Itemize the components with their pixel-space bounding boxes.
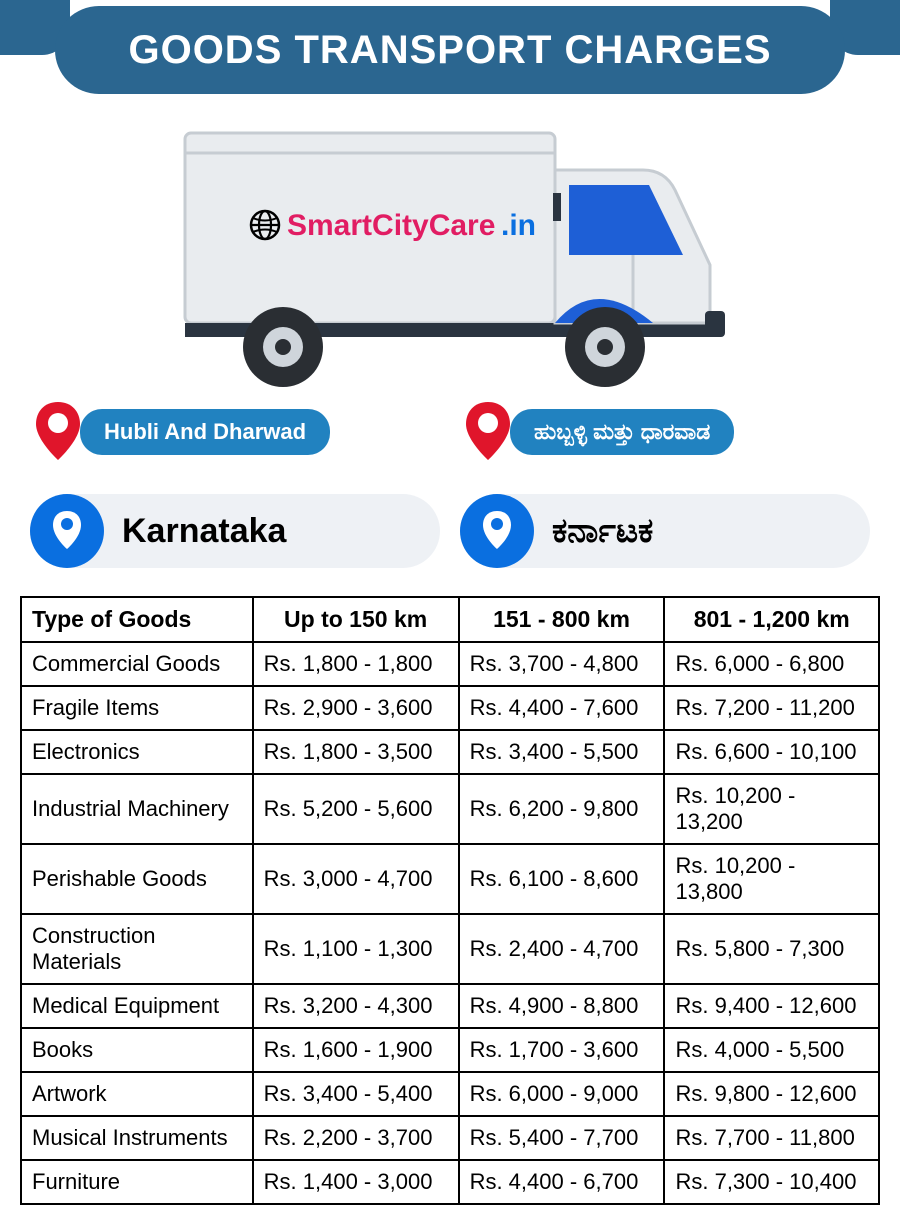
pricing-table: Type of Goods Up to 150 km 151 - 800 km … bbox=[20, 596, 880, 1205]
map-pin-icon bbox=[480, 509, 514, 553]
city-kn-chip: ಹುಬ್ಬಳ್ಳಿ ಮತ್ತು ಧಾರವಾಡ bbox=[460, 398, 870, 466]
state-kn-label: ಕರ್ನಾಟಕ bbox=[552, 512, 653, 551]
price-cell: Rs. 3,000 - 4,700 bbox=[253, 844, 459, 914]
price-cell: Rs. 4,400 - 7,600 bbox=[459, 686, 665, 730]
price-cell: Rs. 4,400 - 6,700 bbox=[459, 1160, 665, 1204]
price-cell: Rs. 6,100 - 8,600 bbox=[459, 844, 665, 914]
price-cell: Rs. 7,700 - 11,800 bbox=[664, 1116, 879, 1160]
table-row: Musical InstrumentsRs. 2,200 - 3,700Rs. … bbox=[21, 1116, 879, 1160]
price-cell: Rs. 3,400 - 5,400 bbox=[253, 1072, 459, 1116]
table-header-row: Type of Goods Up to 150 km 151 - 800 km … bbox=[21, 597, 879, 642]
table-row: Medical EquipmentRs. 3,200 - 4,300Rs. 4,… bbox=[21, 984, 879, 1028]
price-cell: Rs. 10,200 - 13,200 bbox=[664, 774, 879, 844]
city-row: Hubli And Dharwad ಹುಬ್ಬಳ್ಳಿ ಮತ್ತು ಧಾರವಾಡ bbox=[0, 398, 900, 466]
truck-illustration: SmartCityCare .in bbox=[0, 105, 900, 390]
goods-type-cell: Perishable Goods bbox=[21, 844, 253, 914]
circle-pin-icon bbox=[460, 494, 534, 568]
price-cell: Rs. 6,200 - 9,800 bbox=[459, 774, 665, 844]
brand-text-b: .in bbox=[501, 209, 536, 242]
city-en-chip: Hubli And Dharwad bbox=[30, 398, 440, 466]
table-row: ArtworkRs. 3,400 - 5,400Rs. 6,000 - 9,00… bbox=[21, 1072, 879, 1116]
header-banner: GOODS TRANSPORT CHARGES bbox=[0, 0, 900, 105]
price-cell: Rs. 4,000 - 5,500 bbox=[664, 1028, 879, 1072]
col-header-type: Type of Goods bbox=[21, 597, 253, 642]
state-en-label: Karnataka bbox=[122, 512, 286, 551]
state-row: Karnataka ಕರ್ನಾಟಕ bbox=[0, 494, 900, 568]
goods-type-cell: Construction Materials bbox=[21, 914, 253, 984]
price-cell: Rs. 6,600 - 10,100 bbox=[664, 730, 879, 774]
price-cell: Rs. 5,400 - 7,700 bbox=[459, 1116, 665, 1160]
state-en-pill: Karnataka bbox=[30, 494, 440, 568]
price-cell: Rs. 2,400 - 4,700 bbox=[459, 914, 665, 984]
table-row: FurnitureRs. 1,400 - 3,000Rs. 4,400 - 6,… bbox=[21, 1160, 879, 1204]
goods-type-cell: Fragile Items bbox=[21, 686, 253, 730]
price-cell: Rs. 2,200 - 3,700 bbox=[253, 1116, 459, 1160]
price-cell: Rs. 5,800 - 7,300 bbox=[664, 914, 879, 984]
price-cell: Rs. 6,000 - 9,000 bbox=[459, 1072, 665, 1116]
price-cell: Rs. 3,700 - 4,800 bbox=[459, 642, 665, 686]
table-row: Construction MaterialsRs. 1,100 - 1,300R… bbox=[21, 914, 879, 984]
col-header-range2: 151 - 800 km bbox=[459, 597, 665, 642]
table-row: Fragile ItemsRs. 2,900 - 3,600Rs. 4,400 … bbox=[21, 686, 879, 730]
table-row: Perishable GoodsRs. 3,000 - 4,700Rs. 6,1… bbox=[21, 844, 879, 914]
table-row: BooksRs. 1,600 - 1,900Rs. 1,700 - 3,600R… bbox=[21, 1028, 879, 1072]
col-header-range1: Up to 150 km bbox=[253, 597, 459, 642]
price-cell: Rs. 5,200 - 5,600 bbox=[253, 774, 459, 844]
goods-type-cell: Books bbox=[21, 1028, 253, 1072]
price-cell: Rs. 3,400 - 5,500 bbox=[459, 730, 665, 774]
goods-type-cell: Artwork bbox=[21, 1072, 253, 1116]
page-title: GOODS TRANSPORT CHARGES bbox=[128, 28, 771, 73]
map-pin-icon bbox=[30, 398, 86, 466]
price-cell: Rs. 1,100 - 1,300 bbox=[253, 914, 459, 984]
brand-text-a: SmartCityCare bbox=[287, 209, 495, 242]
goods-type-cell: Industrial Machinery bbox=[21, 774, 253, 844]
table-row: ElectronicsRs. 1,800 - 3,500Rs. 3,400 - … bbox=[21, 730, 879, 774]
col-header-range3: 801 - 1,200 km bbox=[664, 597, 879, 642]
state-kn-pill: ಕರ್ನಾಟಕ bbox=[460, 494, 870, 568]
city-kn-label: ಹುಬ್ಬಳ್ಳಿ ಮತ್ತು ಧಾರವಾಡ bbox=[510, 409, 734, 455]
price-cell: Rs. 1,800 - 1,800 bbox=[253, 642, 459, 686]
banner-main: GOODS TRANSPORT CHARGES bbox=[55, 6, 845, 94]
price-cell: Rs. 9,800 - 12,600 bbox=[664, 1072, 879, 1116]
price-cell: Rs. 1,400 - 3,000 bbox=[253, 1160, 459, 1204]
table-row: Commercial GoodsRs. 1,800 - 1,800Rs. 3,7… bbox=[21, 642, 879, 686]
price-cell: Rs. 3,200 - 4,300 bbox=[253, 984, 459, 1028]
goods-type-cell: Medical Equipment bbox=[21, 984, 253, 1028]
city-en-label: Hubli And Dharwad bbox=[80, 409, 330, 455]
price-cell: Rs. 10,200 - 13,800 bbox=[664, 844, 879, 914]
price-cell: Rs. 4,900 - 8,800 bbox=[459, 984, 665, 1028]
table-row: Industrial MachineryRs. 5,200 - 5,600Rs.… bbox=[21, 774, 879, 844]
price-cell: Rs. 1,600 - 1,900 bbox=[253, 1028, 459, 1072]
price-cell: Rs. 9,400 - 12,600 bbox=[664, 984, 879, 1028]
price-cell: Rs. 1,700 - 3,600 bbox=[459, 1028, 665, 1072]
price-cell: Rs. 7,300 - 10,400 bbox=[664, 1160, 879, 1204]
price-cell: Rs. 2,900 - 3,600 bbox=[253, 686, 459, 730]
goods-type-cell: Furniture bbox=[21, 1160, 253, 1204]
price-cell: Rs. 7,200 - 11,200 bbox=[664, 686, 879, 730]
map-pin-icon bbox=[50, 509, 84, 553]
price-cell: Rs. 1,800 - 3,500 bbox=[253, 730, 459, 774]
circle-pin-icon bbox=[30, 494, 104, 568]
map-pin-icon bbox=[460, 398, 516, 466]
goods-type-cell: Commercial Goods bbox=[21, 642, 253, 686]
price-cell: Rs. 6,000 - 6,800 bbox=[664, 642, 879, 686]
goods-type-cell: Electronics bbox=[21, 730, 253, 774]
goods-type-cell: Musical Instruments bbox=[21, 1116, 253, 1160]
truck-icon: SmartCityCare .in bbox=[165, 115, 735, 390]
